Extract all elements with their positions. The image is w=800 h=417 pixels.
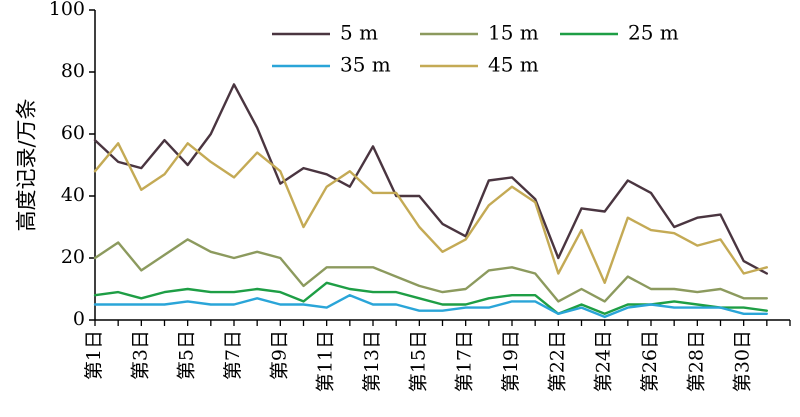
y-tick-label: 40 [61, 184, 85, 206]
series-line-35m [93, 294, 768, 319]
x-tick-label: 第28日 [685, 330, 707, 392]
legend-label: 15 m [488, 21, 539, 45]
x-tick-label: 第13日 [361, 330, 383, 392]
x-tick-label: 第22日 [546, 330, 568, 392]
x-tick-label: 第9日 [268, 330, 290, 380]
y-tick-label: 80 [61, 60, 85, 82]
legend-label: 45 m [488, 53, 539, 77]
x-ticks: 第1日 第3日 第5日 第7日 第9日 第11日 第13日 第15日 第17日 第19日 第22日 第… [83, 320, 791, 392]
x-tick-label: 第3日 [129, 330, 151, 380]
series-line-15m [93, 238, 768, 303]
x-tick-label: 第7日 [222, 330, 244, 380]
legend-label: 5 m [340, 21, 378, 45]
x-tick-label: 第19日 [500, 330, 522, 392]
x-tick-label: 第1日 [83, 330, 105, 380]
legend-label: 35 m [340, 53, 391, 77]
series-line-25m [93, 281, 768, 315]
y-tick-label: 100 [49, 0, 85, 20]
x-tick-label: 第17日 [454, 330, 476, 392]
y-tick-label: 20 [61, 246, 85, 268]
y-tick-label: 0 [73, 308, 85, 330]
axes [94, 10, 790, 321]
x-tick-label: 第24日 [593, 330, 615, 392]
x-tick-label: 第26日 [639, 330, 661, 392]
legend: 5 m 15 m 25 m 35 m 45 m [272, 21, 679, 77]
y-tick-label: 60 [61, 122, 85, 144]
x-tick-label: 第30日 [732, 330, 754, 392]
series-line-5m [93, 83, 768, 275]
legend-label: 25 m [628, 21, 679, 45]
x-tick-label: 第5日 [176, 330, 198, 380]
y-axis-title: 高度记录/万条 [15, 98, 39, 231]
y-ticks: 0 20 40 60 80 100 [49, 0, 95, 330]
series-lines [93, 83, 768, 319]
series-line-45m [93, 142, 768, 284]
x-tick-label: 第15日 [407, 330, 429, 392]
x-tick-label: 第11日 [315, 330, 337, 392]
